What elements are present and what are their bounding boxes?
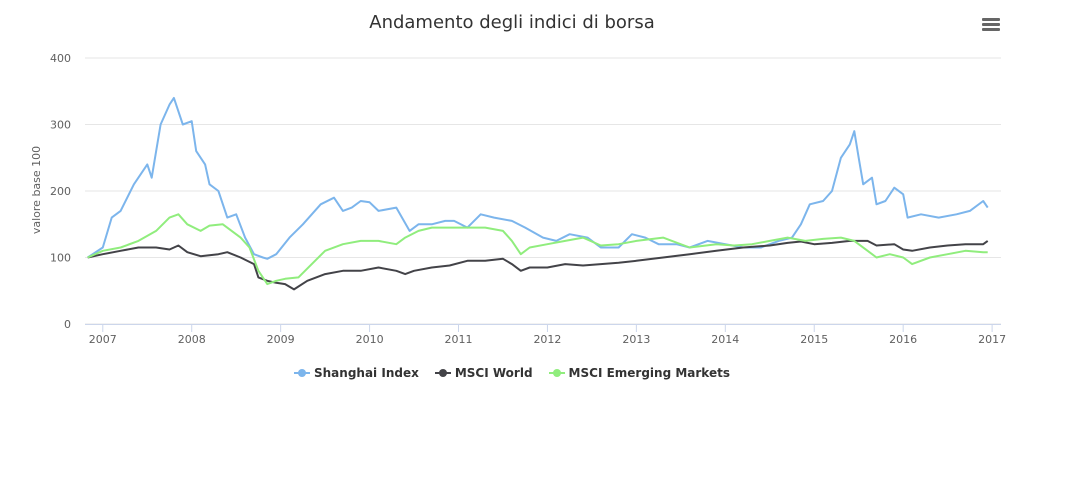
legend-marker-icon — [294, 369, 310, 377]
series-lines — [87, 96, 989, 291]
legend-item[interactable]: MSCI World — [434, 366, 533, 380]
legend: Shanghai Index MSCI World MSCI Emerging Ma… — [0, 366, 1024, 381]
legend-marker-icon — [548, 369, 565, 377]
legend-item[interactable]: MSCI Emerging Markets — [548, 366, 730, 380]
y-axis: 0 100 200 300 400 — [50, 52, 71, 331]
x-tick-label: 2016 — [889, 333, 917, 346]
legend-item[interactable]: Shanghai Index — [294, 366, 419, 380]
series-line-msci-world[interactable] — [87, 239, 989, 291]
legend-marker-icon — [434, 369, 451, 377]
x-axis: 2007 2008 2009 2010 2011 2012 2013 2014 2015 2016… — [85, 324, 1006, 346]
x-tick-label: 2007 — [89, 333, 117, 346]
y-tick-label: 0 — [64, 318, 71, 331]
y-tick-label: 200 — [50, 185, 71, 198]
x-tick-label: 2010 — [356, 333, 384, 346]
x-tick-label: 2011 — [445, 333, 473, 346]
series-line-shanghai-index[interactable] — [87, 96, 989, 260]
legend-label: MSCI World — [454, 366, 533, 380]
x-tick-label: 2015 — [800, 333, 828, 346]
hamburger-menu-icon[interactable] — [978, 16, 1004, 38]
legend-label: Shanghai Index — [314, 366, 419, 380]
x-tick-label: 2013 — [622, 333, 650, 346]
y-tick-label: 100 — [50, 252, 71, 265]
x-tick-label: 2014 — [711, 333, 739, 346]
x-tick-label: 2008 — [178, 333, 206, 346]
x-tick-label: 2017 — [978, 333, 1006, 346]
x-tick-label: 2009 — [267, 333, 295, 346]
y-axis-label: valore base 100 — [30, 146, 43, 234]
gridlines — [85, 57, 1001, 325]
legend-label: MSCI Emerging Markets — [568, 366, 730, 380]
x-tick-label: 2012 — [533, 333, 561, 346]
y-tick-label: 300 — [50, 119, 71, 132]
y-tick-label: 400 — [50, 52, 71, 65]
series-line-msci-emerging-markets[interactable] — [87, 213, 988, 286]
chart-title: Andamento degli indici di borsa — [369, 12, 655, 33]
